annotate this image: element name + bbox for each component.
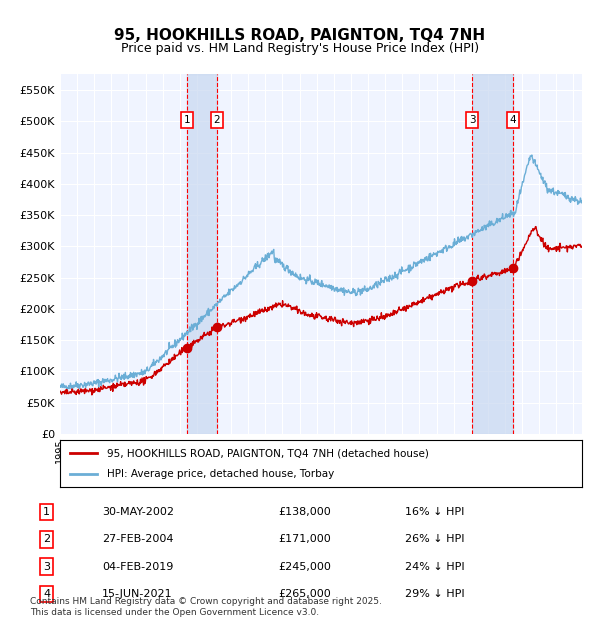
Text: 3: 3 xyxy=(43,562,50,572)
Text: 3: 3 xyxy=(469,115,476,125)
Bar xyxy=(187,74,217,434)
Text: 1: 1 xyxy=(184,115,190,125)
Text: 2: 2 xyxy=(43,534,50,544)
Text: 4: 4 xyxy=(509,115,516,125)
Text: 4: 4 xyxy=(43,589,50,599)
Text: £245,000: £245,000 xyxy=(278,562,331,572)
Text: Price paid vs. HM Land Registry's House Price Index (HPI): Price paid vs. HM Land Registry's House … xyxy=(121,42,479,55)
Text: 95, HOOKHILLS ROAD, PAIGNTON, TQ4 7NH: 95, HOOKHILLS ROAD, PAIGNTON, TQ4 7NH xyxy=(115,28,485,43)
Text: £265,000: £265,000 xyxy=(278,589,331,599)
Text: 1: 1 xyxy=(43,507,50,517)
Text: 2: 2 xyxy=(214,115,220,125)
Text: £138,000: £138,000 xyxy=(278,507,331,517)
Text: 26% ↓ HPI: 26% ↓ HPI xyxy=(406,534,465,544)
Text: 15-JUN-2021: 15-JUN-2021 xyxy=(102,589,172,599)
Text: 24% ↓ HPI: 24% ↓ HPI xyxy=(406,562,465,572)
Text: 27-FEB-2004: 27-FEB-2004 xyxy=(102,534,173,544)
Text: 30-MAY-2002: 30-MAY-2002 xyxy=(102,507,174,517)
Text: HPI: Average price, detached house, Torbay: HPI: Average price, detached house, Torb… xyxy=(107,469,334,479)
Bar xyxy=(472,74,512,434)
Text: Contains HM Land Registry data © Crown copyright and database right 2025.
This d: Contains HM Land Registry data © Crown c… xyxy=(30,598,382,617)
Text: 29% ↓ HPI: 29% ↓ HPI xyxy=(406,589,465,599)
Text: 95, HOOKHILLS ROAD, PAIGNTON, TQ4 7NH (detached house): 95, HOOKHILLS ROAD, PAIGNTON, TQ4 7NH (d… xyxy=(107,448,429,458)
Text: 04-FEB-2019: 04-FEB-2019 xyxy=(102,562,173,572)
Text: £171,000: £171,000 xyxy=(278,534,331,544)
Text: 16% ↓ HPI: 16% ↓ HPI xyxy=(406,507,465,517)
